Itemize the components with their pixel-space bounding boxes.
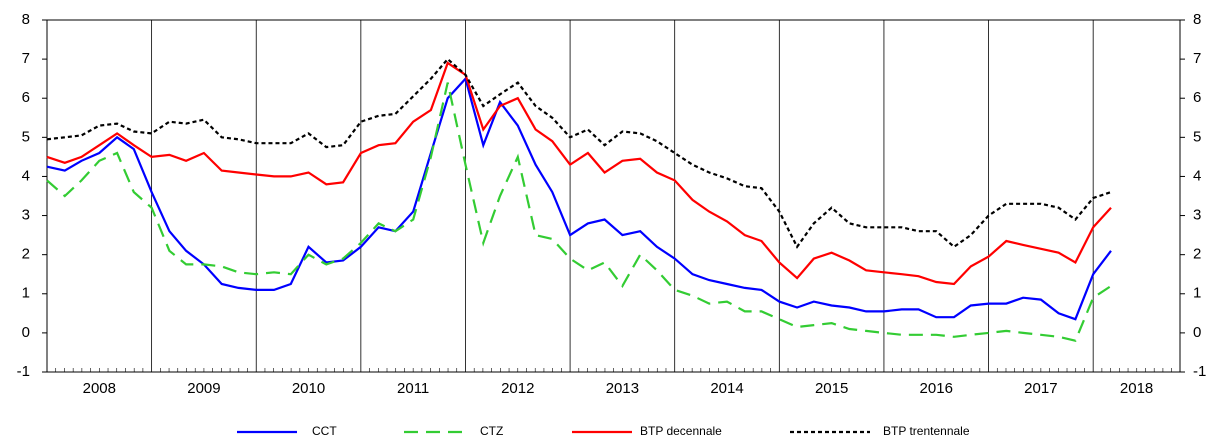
y-tick-label: 4 [22,167,30,184]
y2-tick-label: 2 [1193,246,1201,263]
series-line [46,76,1112,321]
legend-label: BTP trentennale [883,424,970,438]
y2-tick-label: 6 [1193,89,1201,106]
series-line [46,61,1112,286]
legend-label: CCT [312,424,337,438]
y-tick-label: 0 [22,324,30,341]
legend-label: CTZ [480,424,503,438]
y2-tick-label: 8 [1193,11,1201,28]
y2-tick-label: -1 [1193,363,1206,380]
x-tick-label: 2008 [83,380,116,397]
x-tick-label: 2017 [1024,380,1057,397]
y-tick-label: 5 [22,128,30,145]
x-tick-label: 2012 [501,380,534,397]
legend-label: BTP decennale [640,424,722,438]
x-tick-label: 2016 [920,380,953,397]
y-tick-label: 7 [22,50,30,67]
x-tick-label: 2018 [1120,380,1153,397]
x-tick-label: 2011 [397,380,429,397]
x-tick-label: 2015 [815,380,848,397]
x-tick-label: 2014 [710,380,743,397]
y2-tick-label: 1 [1193,285,1201,302]
y-tick-label: 8 [22,11,30,28]
y-tick-label: -1 [17,363,30,380]
y-tick-label: 1 [22,285,30,302]
x-tick-label: 2010 [292,380,325,397]
y-tick-label: 2 [22,246,30,263]
x-tick-label: 2009 [187,380,220,397]
y2-tick-label: 3 [1193,207,1201,224]
legend: CCT CTZ BTP decennale BTP trentennale [237,424,970,438]
x-tick-label: 2013 [606,380,639,397]
y2-tick-label: 0 [1193,324,1201,341]
plot-frame [46,19,1181,373]
y-tick-label: 6 [22,89,30,106]
series-line [46,57,1112,249]
series-line [46,82,1112,342]
y2-tick-label: 5 [1193,128,1201,145]
y-tick-label: 3 [22,207,30,224]
y2-tick-label: 4 [1193,167,1201,184]
y2-tick-label: 7 [1193,50,1201,67]
